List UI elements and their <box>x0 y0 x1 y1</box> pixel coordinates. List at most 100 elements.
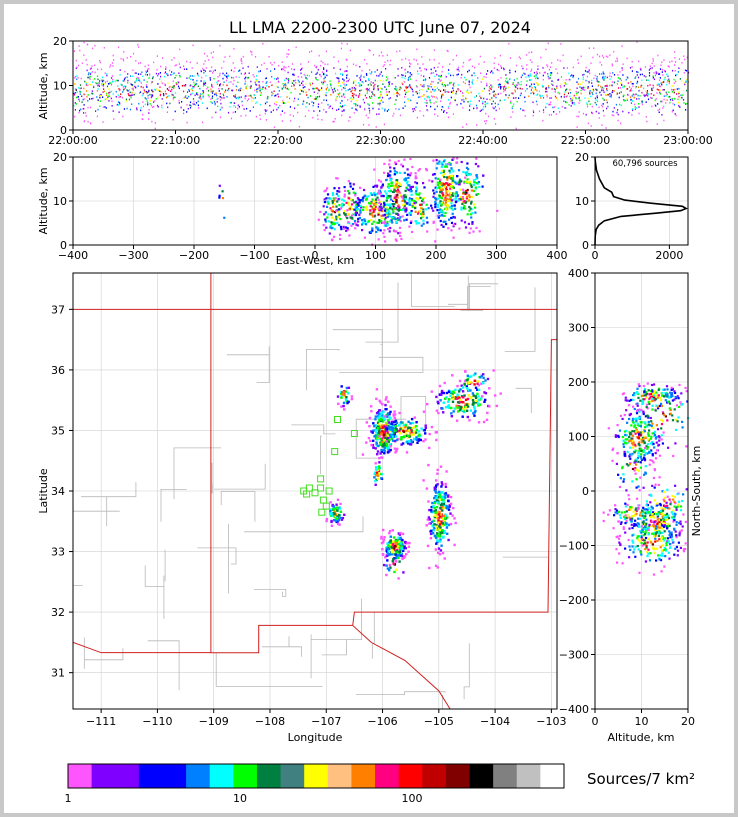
source-point <box>633 424 636 427</box>
source-point <box>622 110 624 113</box>
source-point <box>154 122 156 124</box>
source-point <box>564 107 566 109</box>
source-point <box>509 71 511 74</box>
source-point <box>397 204 400 207</box>
source-point <box>678 87 680 90</box>
source-point <box>145 84 147 86</box>
source-point <box>335 192 338 195</box>
source-point <box>74 83 76 85</box>
source-point <box>439 498 442 501</box>
source-point <box>351 187 355 190</box>
source-point <box>401 58 403 61</box>
source-point <box>548 103 550 106</box>
source-point <box>386 223 389 227</box>
source-point <box>377 179 381 182</box>
source-point <box>461 409 464 412</box>
source-point <box>358 85 360 87</box>
source-point <box>569 92 572 94</box>
source-point <box>83 98 85 100</box>
source-point <box>361 453 365 456</box>
source-point <box>652 76 654 79</box>
source-point <box>470 216 473 219</box>
source-point <box>388 429 391 433</box>
source-point <box>436 551 440 555</box>
source-point <box>203 72 205 74</box>
source-point <box>87 106 89 109</box>
source-point <box>675 114 677 117</box>
source-point <box>330 524 334 527</box>
source-point <box>585 113 587 116</box>
source-point <box>655 441 658 444</box>
source-point <box>469 207 472 210</box>
source-point <box>157 106 159 108</box>
source-point <box>101 83 103 85</box>
source-point <box>449 183 452 186</box>
source-point <box>594 101 596 104</box>
source-point <box>408 201 411 204</box>
source-point <box>400 437 403 441</box>
source-point <box>464 370 467 373</box>
source-point <box>389 166 392 169</box>
source-point <box>596 80 598 82</box>
source-point <box>395 89 397 92</box>
source-point <box>84 93 86 96</box>
source-point <box>383 452 386 455</box>
source-point <box>210 70 212 72</box>
source-point <box>386 175 390 178</box>
source-point <box>589 91 591 94</box>
source-point <box>347 203 350 206</box>
source-point <box>393 570 396 574</box>
source-point <box>617 119 619 122</box>
source-point <box>604 75 606 78</box>
source-point <box>390 219 393 222</box>
source-point <box>663 81 665 83</box>
source-point <box>339 510 343 513</box>
source-point <box>275 78 278 80</box>
source-point <box>430 105 432 108</box>
source-point <box>434 240 437 243</box>
source-point <box>337 198 340 201</box>
state-border <box>210 273 557 654</box>
source-point <box>475 177 478 180</box>
source-point <box>598 106 600 109</box>
county-line <box>310 598 362 679</box>
source-point <box>512 82 514 84</box>
source-point <box>404 189 407 192</box>
source-point <box>345 226 348 229</box>
source-point <box>595 88 597 91</box>
source-point <box>254 97 256 99</box>
source-point <box>674 88 676 91</box>
source-point <box>222 84 224 86</box>
source-point <box>325 91 327 94</box>
source-point <box>388 450 391 453</box>
x-tick-label: −107 <box>311 715 341 728</box>
source-point <box>74 102 76 104</box>
source-point <box>336 513 339 516</box>
source-point <box>440 485 443 488</box>
source-point <box>398 424 401 427</box>
source-point <box>408 184 411 187</box>
source-point <box>450 81 452 84</box>
source-point <box>317 106 319 108</box>
source-point <box>677 71 679 73</box>
source-point <box>645 101 647 103</box>
source-point <box>442 106 444 108</box>
source-point <box>389 541 392 544</box>
source-point <box>542 109 545 111</box>
source-point <box>362 208 365 212</box>
source-point <box>109 66 111 68</box>
source-point <box>399 548 402 552</box>
source-point <box>471 403 474 406</box>
source-point <box>536 94 538 96</box>
source-point <box>85 82 87 85</box>
source-point <box>133 93 135 96</box>
source-point <box>593 77 595 80</box>
source-point <box>450 193 454 196</box>
source-point <box>471 65 474 68</box>
source-point <box>383 209 386 212</box>
source-point <box>540 56 542 59</box>
source-point <box>77 64 80 67</box>
source-point <box>550 114 552 116</box>
source-point <box>308 88 310 91</box>
source-point <box>455 407 458 410</box>
